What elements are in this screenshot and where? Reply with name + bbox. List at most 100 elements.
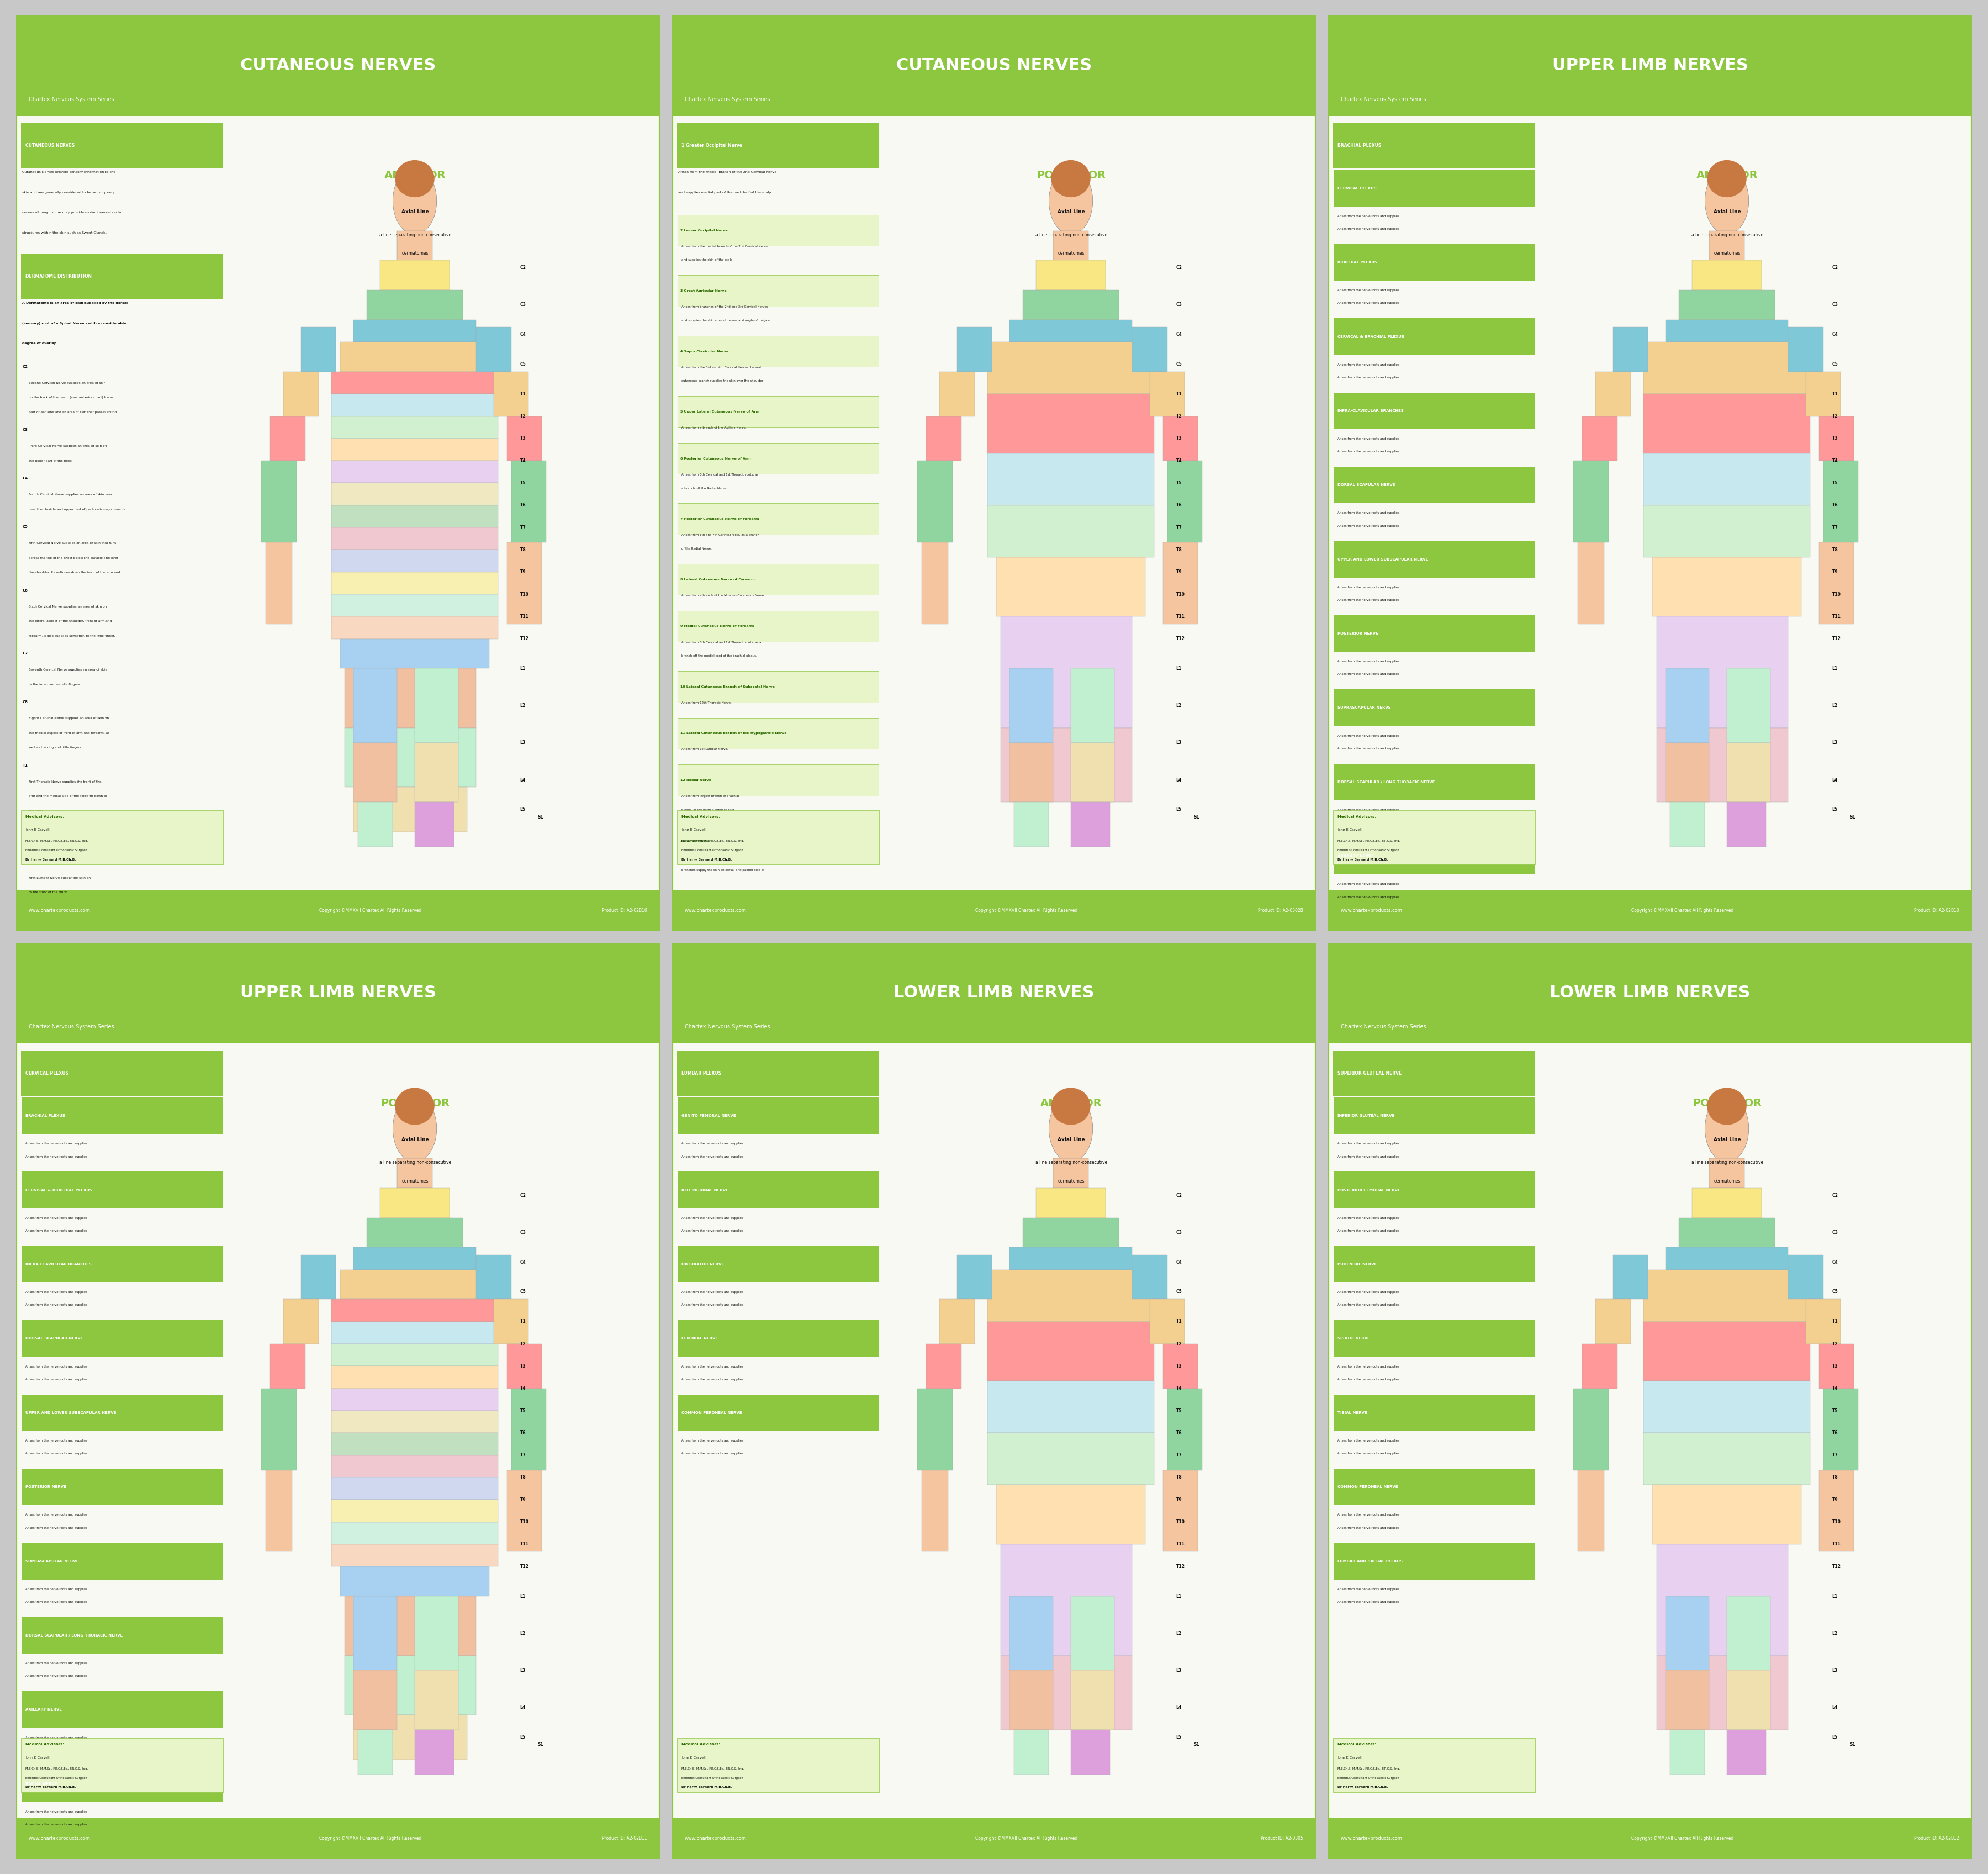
Text: Dr Harry Barnard M.B.Ch.B.: Dr Harry Barnard M.B.Ch.B. [682, 1786, 732, 1788]
Bar [332, 483, 497, 506]
FancyBboxPatch shape [1334, 244, 1535, 281]
Text: Arises from the nerve roots and supplies: Arises from the nerve roots and supplies [26, 1291, 87, 1293]
Text: dermatomes: dermatomes [402, 1179, 429, 1182]
Text: Product ID: A2-0305: Product ID: A2-0305 [1260, 1837, 1304, 1840]
Bar [1072, 669, 1115, 742]
Bar [1787, 328, 1823, 371]
Text: C4: C4 [1175, 1259, 1183, 1265]
Bar [332, 439, 497, 461]
Text: BRACHIAL PLEXUS: BRACHIAL PLEXUS [26, 1115, 66, 1117]
Text: Fifth Cervical Nerve supplies an area of skin that runs: Fifth Cervical Nerve supplies an area of… [28, 542, 115, 545]
Text: CERVICAL PLEXUS: CERVICAL PLEXUS [1338, 187, 1378, 189]
Text: L4: L4 [1175, 1705, 1181, 1709]
Text: of the Radial Nerve.: of the Radial Nerve. [682, 547, 712, 551]
Bar [1666, 320, 1787, 341]
Text: L2: L2 [1831, 703, 1837, 708]
Text: ANTERIOR: ANTERIOR [384, 171, 445, 180]
Text: Arises from the nerve roots and supplies: Arises from the nerve roots and supplies [1338, 1525, 1400, 1529]
Text: DORSAL SCAPULAR NERVE: DORSAL SCAPULAR NERVE [1338, 483, 1396, 487]
Text: L4: L4 [519, 778, 525, 781]
Bar [16, 890, 660, 931]
Bar [1328, 890, 1972, 931]
Bar [996, 557, 1145, 617]
FancyBboxPatch shape [16, 943, 660, 1859]
Bar [1666, 742, 1710, 802]
FancyBboxPatch shape [1334, 124, 1535, 169]
Text: POSTERIOR NERVE: POSTERIOR NERVE [1338, 632, 1378, 635]
Bar [988, 1269, 1153, 1321]
Bar [1678, 1218, 1775, 1248]
Bar [380, 260, 449, 290]
Text: C5: C5 [22, 525, 28, 528]
Text: S1: S1 [1193, 1743, 1199, 1747]
Bar [415, 1670, 459, 1730]
Text: Arises from the nerve roots and supplies: Arises from the nerve roots and supplies [682, 1229, 744, 1233]
Text: Arises from the nerve roots and supplies: Arises from the nerve roots and supplies [1338, 587, 1400, 588]
Text: PUDENDAL NERVE: PUDENDAL NERVE [1338, 1263, 1378, 1267]
Text: COMMON PERONEAL NERVE: COMMON PERONEAL NERVE [682, 1411, 742, 1415]
Text: RADIAL NERVE: RADIAL NERVE [26, 1782, 58, 1786]
Text: T6: T6 [1175, 1430, 1181, 1435]
Text: DORSAL SCAPULAR / LONG THORACIC NERVE: DORSAL SCAPULAR / LONG THORACIC NERVE [26, 1634, 123, 1638]
Bar [507, 1469, 543, 1552]
Text: John E Carvell: John E Carvell [26, 1756, 50, 1760]
Bar [988, 454, 1153, 506]
Text: AXILLARY NERVE: AXILLARY NERVE [26, 1707, 62, 1711]
Bar [1578, 1469, 1604, 1552]
Text: Product ID: A2-02B12: Product ID: A2-02B12 [1914, 1837, 1960, 1840]
Text: Dr Harry Barnard M.B.Ch.B.: Dr Harry Barnard M.B.Ch.B. [26, 1786, 76, 1788]
FancyBboxPatch shape [22, 1051, 223, 1096]
Bar [16, 15, 660, 116]
Text: C2: C2 [1175, 266, 1183, 270]
Text: POSTERIOR NERVE: POSTERIOR NERVE [26, 1486, 66, 1488]
Bar [940, 1299, 974, 1344]
Text: Arises from the nerve roots and supplies: Arises from the nerve roots and supplies [26, 1823, 87, 1825]
Bar [1014, 802, 1050, 847]
Text: the wrist.: the wrist. [28, 810, 44, 811]
Text: T5: T5 [519, 1407, 525, 1413]
Text: L3: L3 [519, 1668, 525, 1673]
Bar [344, 1597, 475, 1655]
Text: forearm. It also supplies sensation to the little finger.: forearm. It also supplies sensation to t… [28, 635, 115, 637]
Text: L1: L1 [1831, 665, 1837, 671]
Bar [1010, 320, 1131, 341]
Text: Arises from the nerve roots and supplies: Arises from the nerve roots and supplies [1338, 1229, 1400, 1233]
Text: Arises from the nerve roots and supplies: Arises from the nerve roots and supplies [682, 1143, 744, 1145]
Bar [344, 669, 475, 727]
Text: L3: L3 [1831, 740, 1837, 746]
Text: T6: T6 [1831, 502, 1837, 508]
Text: POSTERIOR: POSTERIOR [382, 1098, 449, 1108]
Text: Arises from the nerve roots and supplies: Arises from the nerve roots and supplies [26, 1735, 87, 1739]
Bar [918, 1389, 952, 1469]
Bar [332, 1321, 497, 1344]
Bar [988, 341, 1153, 394]
Text: T12: T12 [519, 637, 529, 641]
FancyBboxPatch shape [678, 124, 879, 169]
Text: T10: T10 [519, 592, 529, 596]
Text: Arises from the nerve roots and supplies: Arises from the nerve roots and supplies [1338, 735, 1400, 736]
Text: C4: C4 [1831, 332, 1839, 337]
Text: First Thoracic Nerve supplies the front of the: First Thoracic Nerve supplies the front … [28, 780, 101, 783]
Bar [340, 639, 489, 669]
Text: Copyright ©MMXVII Chartex All Rights Reserved: Copyright ©MMXVII Chartex All Rights Res… [974, 909, 1077, 913]
Text: well as the ring and little fingers.: well as the ring and little fingers. [28, 746, 82, 750]
Text: S1: S1 [537, 815, 543, 819]
Text: Arises from the 3rd and 4th Cervical Nerves. Lateral: Arises from the 3rd and 4th Cervical Ner… [682, 365, 761, 369]
Bar [340, 341, 489, 371]
Text: Second Cervical Nerve supplies an area of skin: Second Cervical Nerve supplies an area o… [28, 382, 105, 384]
Bar [1710, 231, 1743, 260]
Bar [1644, 341, 1809, 394]
Text: Eighth Cervical Nerve supplies an area of skin on: Eighth Cervical Nerve supplies an area o… [28, 718, 109, 720]
Text: Arises from the nerve roots and supplies: Arises from the nerve roots and supplies [1338, 1364, 1400, 1368]
Bar [988, 1321, 1153, 1381]
Text: T2: T2 [519, 414, 525, 418]
Bar [332, 572, 497, 594]
FancyBboxPatch shape [1328, 15, 1972, 931]
Bar [672, 943, 1316, 1044]
Text: FEMORAL NERVE: FEMORAL NERVE [682, 1336, 718, 1340]
Text: C3: C3 [1831, 1229, 1839, 1235]
Text: L3: L3 [519, 740, 525, 746]
Text: Arises from the nerve roots and supplies: Arises from the nerve roots and supplies [26, 1452, 87, 1454]
Ellipse shape [1052, 159, 1091, 197]
Text: C4: C4 [22, 476, 28, 480]
